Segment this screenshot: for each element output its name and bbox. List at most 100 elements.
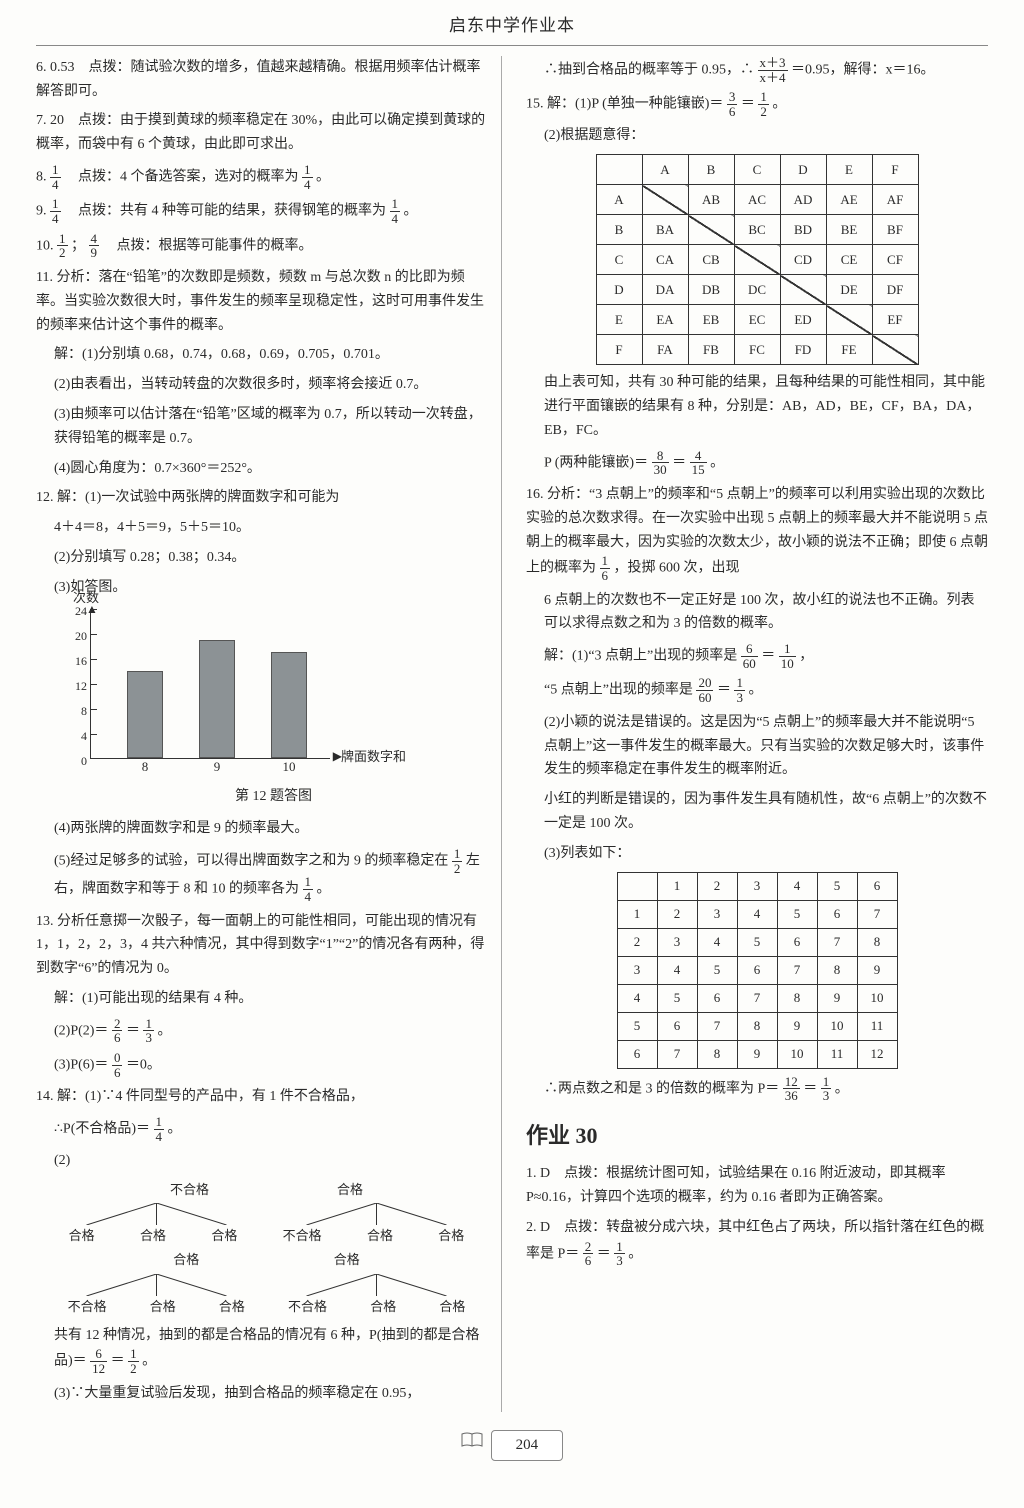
fraction-icon: 14 [50, 163, 61, 191]
item-15c: 由上表可知，共有 30 种可能的结果，且每种结果的可能性相同，其中能进行平面镶嵌… [526, 371, 988, 442]
text: 。 [142, 1354, 156, 1369]
table-cell: BF [872, 215, 918, 245]
x-tick: 9 [199, 756, 235, 778]
table-cell: 5 [737, 928, 777, 956]
text: 。 [317, 882, 331, 897]
item-11c: (2)由表看出，当转动转盘的次数很多时，频率将会接近 0.7。 [36, 373, 487, 397]
item-14c: (2) [36, 1149, 487, 1173]
text: 。 [772, 97, 786, 112]
fraction-icon: 36 [727, 90, 738, 118]
text: 。 [628, 1246, 642, 1261]
item-16b: 6 点朝上的次数也不一定正好是 100 次，故小红的说法也不正确。列表可以求得点… [526, 589, 988, 637]
chart-bar [199, 640, 235, 759]
text: ＝ [803, 1081, 817, 1096]
table-cell: 12 [857, 1040, 897, 1068]
table-cell: 7 [817, 928, 857, 956]
text: 点拨：共有 4 种等可能的结果，获得钢笔的概率为 [64, 204, 386, 219]
item-11e: (4)圆心角度为：0.7×360°＝252°。 [36, 457, 487, 481]
table-cell: 5 [777, 900, 817, 928]
tree-row: 不合格 合格 [46, 1179, 487, 1201]
text: 8. [36, 169, 50, 184]
item-12d: (3)如答图。 [36, 576, 487, 600]
table-cell: EA [642, 305, 688, 335]
table-cell [734, 245, 780, 275]
tick-mark-icon [91, 609, 97, 610]
item-14b: ∴P(不合格品)＝ 14 。 [36, 1115, 487, 1143]
tree-node: 不合格 [68, 1296, 107, 1318]
text: ，投掷 600 次，出现 [614, 561, 740, 576]
table-header-cell: 5 [817, 872, 857, 900]
tree-node: 合格 [439, 1296, 465, 1318]
item-14f: ∴抽到合格品的概率等于 0.95，∴ x＋3x＋4 ＝0.95，解得：x＝16。 [526, 56, 988, 84]
item-30-1: 1. D 点拨：根据统计图可知，试验结果在 0.16 附近波动，即其概率 P≈0… [526, 1162, 988, 1210]
table-cell: 8 [857, 928, 897, 956]
tree-node: 合格 [140, 1225, 166, 1247]
table-cell: DF [872, 275, 918, 305]
tick-mark-icon [91, 709, 97, 710]
text: 10. [36, 238, 57, 253]
table-cell: 4 [737, 900, 777, 928]
text: ＝ [111, 1354, 125, 1369]
table-cell: 11 [857, 1012, 897, 1040]
table-cell: 5 [657, 984, 697, 1012]
item-15a: 15. 解：(1)P (单独一种能镶嵌)＝ 36 ＝ 12 。 [526, 90, 988, 118]
item-12b: 4＋4＝8，4＋5＝9，5＋5＝10。 [36, 516, 487, 540]
table-cell: CA [642, 245, 688, 275]
text: 。 [710, 455, 724, 470]
page: 启东中学作业本 6. 0.53 点拨：随试验次数的增多，值越来越精确。根据用频率… [0, 0, 1024, 1485]
item-7: 7. 20 点拨：由于摸到黄球的频率稳定在 30%，由此可以确定摸到黄球的概率，… [36, 109, 487, 157]
table-cell [688, 215, 734, 245]
table-cell: FA [642, 335, 688, 365]
table-cell [872, 335, 918, 365]
item-16f: 小红的判断是错误的，因为事件发生具有随机性，故“6 点朝上”的次数不一定是 10… [526, 788, 988, 836]
table-cell: EC [734, 305, 780, 335]
text: ∴P(不合格品)＝ [54, 1122, 150, 1137]
table-cell: 7 [777, 956, 817, 984]
tree-node: 合格 [219, 1296, 245, 1318]
item-12e: (4)两张牌的牌面数字和是 9 的频率最大。 [36, 817, 487, 841]
table-header-cell: 1 [657, 872, 697, 900]
table-cell: 6 [657, 1012, 697, 1040]
table-header-cell: 3 [737, 872, 777, 900]
table-cell: AF [872, 185, 918, 215]
page-footer: 204 [36, 1430, 988, 1462]
fraction-icon: 06 [112, 1051, 123, 1079]
table-header-cell: B [688, 155, 734, 185]
table-cell: 2 [657, 900, 697, 928]
chart-x-label: 牌面数字和 [341, 746, 406, 768]
table-cell: C [596, 245, 642, 275]
table-cell: 3 [697, 900, 737, 928]
table-cell: 9 [817, 984, 857, 1012]
table-cell: 11 [817, 1040, 857, 1068]
table-header-cell: E [826, 155, 872, 185]
table-cell: BA [642, 215, 688, 245]
table-cell: 8 [777, 984, 817, 1012]
table-cell: 7 [857, 900, 897, 928]
chart-area: 次数 ▲ 牌面数字和 ▶ 481216202408910 [90, 609, 330, 759]
table-cell: 7 [657, 1040, 697, 1068]
table-cell: 6 [617, 1040, 657, 1068]
table-cell: DC [734, 275, 780, 305]
table-cell: FB [688, 335, 734, 365]
fraction-icon: 26 [112, 1017, 123, 1045]
tree-node: 合格 [150, 1296, 176, 1318]
tree-row: 不合格 合格 合格 不合格 合格 合格 [46, 1296, 487, 1318]
tree-node: 合格 [337, 1179, 363, 1201]
item-15d: P (两种能镶嵌)＝ 830 ＝ 415 。 [526, 449, 988, 477]
fraction-icon: 49 [89, 232, 100, 260]
tree-node: 合格 [370, 1296, 396, 1318]
fraction-icon: 14 [302, 163, 313, 191]
tick-mark-icon [91, 659, 97, 660]
table-cell: 8 [737, 1012, 777, 1040]
tree-branches-icon [46, 1203, 487, 1225]
table-cell: 4 [617, 984, 657, 1012]
tree-node: 不合格 [283, 1225, 322, 1247]
tree-node: 合格 [211, 1225, 237, 1247]
item-12f: (5)经过足够多的试验，可以得出牌面数字之和为 9 的频率稳定在 12 左右，牌… [36, 847, 487, 904]
y-tick: 20 [67, 626, 87, 646]
table-cell [642, 185, 688, 215]
bar-chart: 次数 ▲ 牌面数字和 ▶ 481216202408910 第 12 题答图 [90, 609, 487, 809]
item-9: 9. 14 点拨：共有 4 种等可能的结果，获得钢笔的概率为 14 。 [36, 197, 487, 225]
left-column: 6. 0.53 点拨：随试验次数的增多，值越来越精确。根据用频率估计概率解答即可… [36, 56, 502, 1412]
table-cell: AE [826, 185, 872, 215]
